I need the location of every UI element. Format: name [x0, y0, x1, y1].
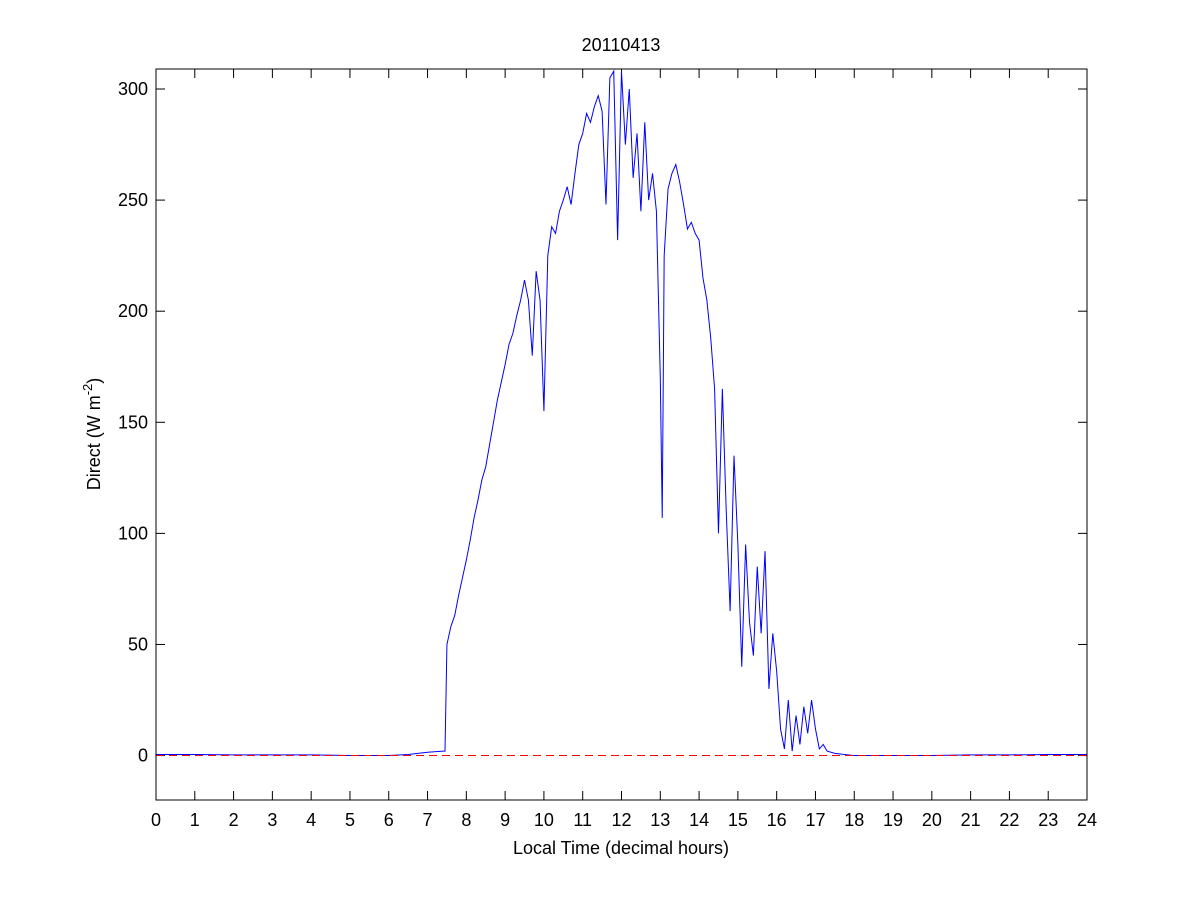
x-tick-label: 9 [500, 810, 510, 830]
data-line [156, 69, 1087, 757]
x-tick-label: 23 [1038, 810, 1058, 830]
x-tick-label: 3 [267, 810, 277, 830]
y-axis-label: Direct (W m-2) [80, 378, 104, 491]
x-tick-label: 17 [805, 810, 825, 830]
x-tick-label: 19 [883, 810, 903, 830]
y-tick-label: 50 [128, 634, 148, 654]
x-tick-label: 24 [1077, 810, 1097, 830]
y-tick-label: 300 [118, 79, 148, 99]
x-tick-label: 16 [767, 810, 787, 830]
x-axis-label: Local Time (decimal hours) [513, 838, 729, 858]
y-label-text: Direct (W m [84, 395, 104, 490]
x-tick-label: 5 [345, 810, 355, 830]
x-tick-label: 2 [229, 810, 239, 830]
x-tick-label: 18 [844, 810, 864, 830]
x-tick-label: 21 [961, 810, 981, 830]
y-tick-label: 150 [118, 412, 148, 432]
x-tick-label: 12 [611, 810, 631, 830]
x-tick-label: 22 [999, 810, 1019, 830]
x-tick-label: 10 [534, 810, 554, 830]
x-tick-label: 8 [461, 810, 471, 830]
x-tick-label: 4 [306, 810, 316, 830]
x-tick-label: 14 [689, 810, 709, 830]
x-tick-label: 20 [922, 810, 942, 830]
y-tick-label: 100 [118, 523, 148, 543]
y-label-end: ) [84, 378, 104, 384]
chart-title: 20110413 [582, 35, 661, 55]
x-tick-label: 1 [190, 810, 200, 830]
x-tick-label: 6 [384, 810, 394, 830]
x-tick-label: 7 [423, 810, 433, 830]
x-tick-label: 0 [151, 810, 161, 830]
x-tick-label: 11 [573, 810, 592, 830]
y-tick-label: 0 [138, 746, 148, 766]
x-tick-label: 15 [728, 810, 748, 830]
y-tick-label: 250 [118, 190, 148, 210]
y-label-sup: -2 [80, 384, 95, 396]
x-tick-label: 13 [650, 810, 670, 830]
y-tick-label: 200 [118, 301, 148, 321]
plot-frame [155, 68, 1088, 801]
